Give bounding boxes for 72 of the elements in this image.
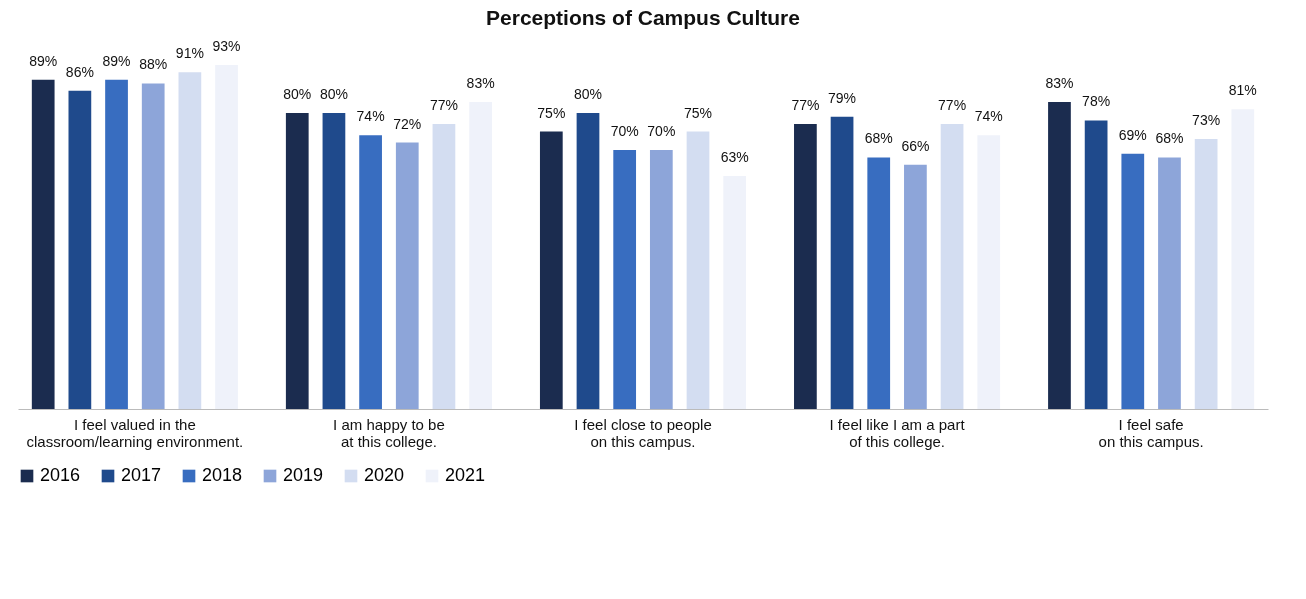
data-label: 75% — [683, 104, 713, 121]
bar — [1194, 138, 1218, 409]
legend-label: 2016 — [40, 465, 81, 485]
data-label: 77% — [429, 97, 458, 114]
bar — [1121, 153, 1145, 409]
data-label: 78% — [1082, 93, 1111, 110]
bar — [539, 131, 563, 409]
data-label: 79% — [828, 89, 857, 106]
data-label: 93% — [212, 37, 241, 54]
bar — [31, 79, 55, 409]
data-label: 88% — [139, 56, 168, 73]
data-label: 68% — [1155, 130, 1184, 147]
bar — [576, 113, 600, 409]
bar — [1084, 120, 1108, 409]
bar — [613, 150, 637, 409]
bar — [469, 101, 492, 409]
x-tick-label: I feel close to people on this campus. — [574, 415, 712, 450]
bar — [215, 64, 238, 409]
data-label: 77% — [938, 97, 967, 114]
bar — [68, 90, 92, 409]
data-label: 83% — [1045, 74, 1074, 91]
legend-label: 2018 — [202, 465, 243, 485]
bar — [940, 124, 964, 409]
bar — [867, 157, 891, 409]
data-label: 89% — [29, 52, 58, 69]
legend-label: 2021 — [445, 465, 486, 485]
data-label: 80% — [283, 86, 312, 102]
bar — [178, 72, 202, 409]
bar — [830, 116, 854, 409]
data-label: 66% — [901, 137, 930, 154]
bar — [794, 124, 817, 409]
bar — [686, 131, 710, 409]
data-label: 75% — [537, 104, 566, 121]
data-label: 69% — [1118, 126, 1147, 143]
bar — [141, 83, 165, 409]
bar — [322, 113, 346, 409]
chart-title: Perceptions of Campus Culture — [486, 6, 800, 29]
bar — [904, 164, 927, 409]
data-label: 68% — [864, 130, 893, 147]
data-label: 74% — [356, 108, 385, 125]
bar — [1231, 109, 1255, 409]
data-label: 72% — [393, 115, 422, 132]
bar — [359, 135, 382, 409]
data-label: 77% — [791, 97, 820, 114]
bar — [977, 135, 1001, 409]
data-label: 83% — [466, 74, 495, 91]
x-tick-label: I feel safe on this campus. — [1098, 415, 1204, 450]
bar — [1048, 101, 1071, 409]
bar — [395, 142, 419, 409]
data-label: 73% — [1192, 111, 1221, 128]
bar — [432, 124, 456, 409]
data-label: 74% — [974, 108, 1003, 125]
data-label: 70% — [610, 123, 639, 139]
bar — [723, 175, 747, 409]
legend-label: 2017 — [121, 465, 162, 485]
x-tick-label: I feel valued in the classroom/learning environment. — [26, 415, 244, 450]
bar — [649, 150, 673, 409]
data-label: 89% — [102, 52, 131, 69]
data-label: 80% — [573, 86, 603, 102]
data-label: 81% — [1228, 82, 1257, 99]
x-tick-label: I am happy to be at this college. — [333, 415, 445, 450]
data-label: 70% — [647, 123, 676, 139]
data-label: 63% — [720, 148, 749, 165]
bar — [285, 113, 309, 409]
bar — [1158, 157, 1181, 409]
x-tick-label: I feel like I am a part of this college. — [829, 415, 966, 450]
data-label: 86% — [65, 63, 94, 80]
legend-label: 2020 — [364, 465, 405, 485]
bar — [105, 79, 128, 409]
data-label: 80% — [319, 86, 348, 102]
data-label: 91% — [175, 45, 204, 62]
legend-label: 2019 — [283, 465, 324, 485]
